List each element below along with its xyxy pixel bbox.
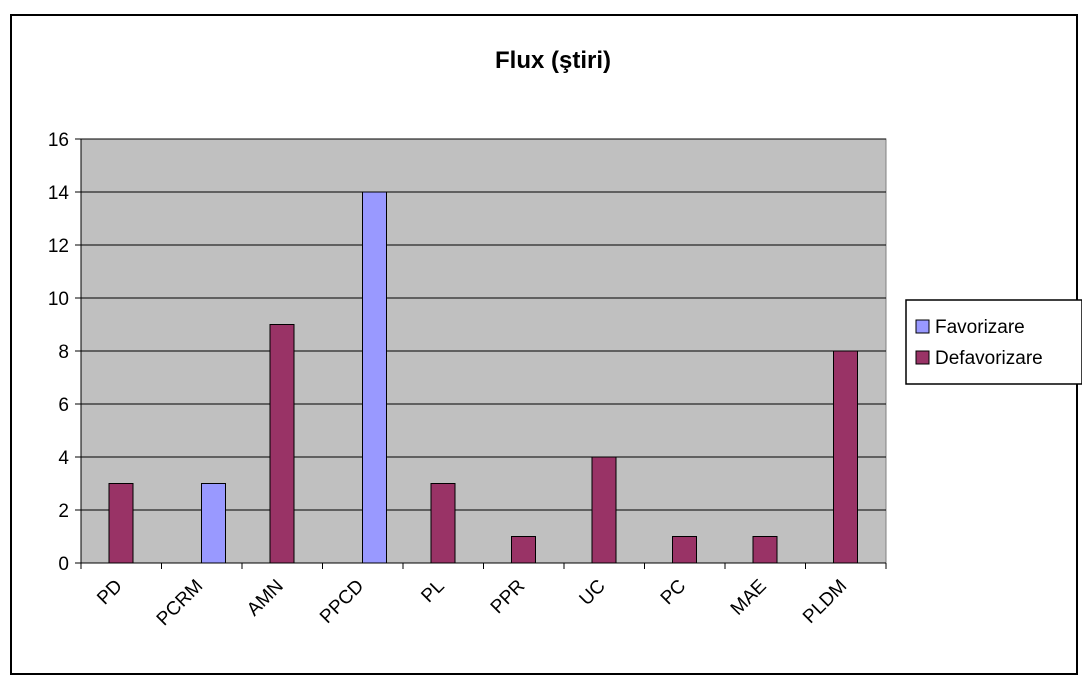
x-tick-label: PLDM <box>799 576 851 628</box>
bar-defavorizare-amn <box>269 324 295 564</box>
legend: Favorizare Defavorizare <box>905 299 1082 385</box>
legend-label-defavorizare: Defavorizare <box>935 348 1043 369</box>
y-tick-label: 8 <box>58 342 69 363</box>
y-tick-label: 4 <box>58 448 69 469</box>
legend-swatch-defavorizare <box>915 350 930 365</box>
y-tick-label: 0 <box>58 554 69 575</box>
y-tick-label: 10 <box>48 289 69 310</box>
bar-favorizare-ppcd <box>362 191 387 564</box>
bar-defavorizare-uc <box>591 456 617 564</box>
bar-defavorizare-mae <box>752 536 778 564</box>
y-axis-ticks: 0 2 4 6 8 10 12 14 16 <box>48 130 82 575</box>
x-axis: PD PCRM AMN PPCD PL PPR UC PC MAE PLDM <box>80 562 887 630</box>
x-tick-label: PL <box>417 576 448 607</box>
bar-defavorizare-pl <box>430 483 456 564</box>
x-tick-label: UC <box>576 576 610 610</box>
gridlines <box>81 138 886 511</box>
y-tick-label: 6 <box>58 395 69 416</box>
bars <box>108 191 858 564</box>
y-tick-label: 14 <box>48 183 70 204</box>
x-tick-label: PCRM <box>153 576 207 630</box>
y-tick-label: 2 <box>58 501 69 522</box>
bar-defavorizare-pd <box>108 483 134 564</box>
x-tick-label: MAE <box>727 576 771 620</box>
bar-defavorizare-pc <box>672 536 697 564</box>
bar-favorizare-pcrm <box>201 483 226 564</box>
bar-defavorizare-pldm <box>833 350 858 564</box>
x-tick-label: PC <box>657 576 691 610</box>
x-tick-label: PPR <box>487 576 529 618</box>
y-tick-label: 16 <box>48 130 69 151</box>
y-tick-label: 12 <box>48 236 69 257</box>
legend-label-favorizare: Favorizare <box>935 317 1025 338</box>
legend-swatch-favorizare <box>915 319 930 334</box>
x-tick-label: PPCD <box>316 576 368 628</box>
chart-title: Flux (ştiri) <box>495 47 611 74</box>
x-tick-label: AMN <box>243 576 288 621</box>
legend-box <box>905 299 1082 385</box>
x-tick-label: PD <box>93 576 127 610</box>
bar-defavorizare-ppr <box>511 536 536 564</box>
